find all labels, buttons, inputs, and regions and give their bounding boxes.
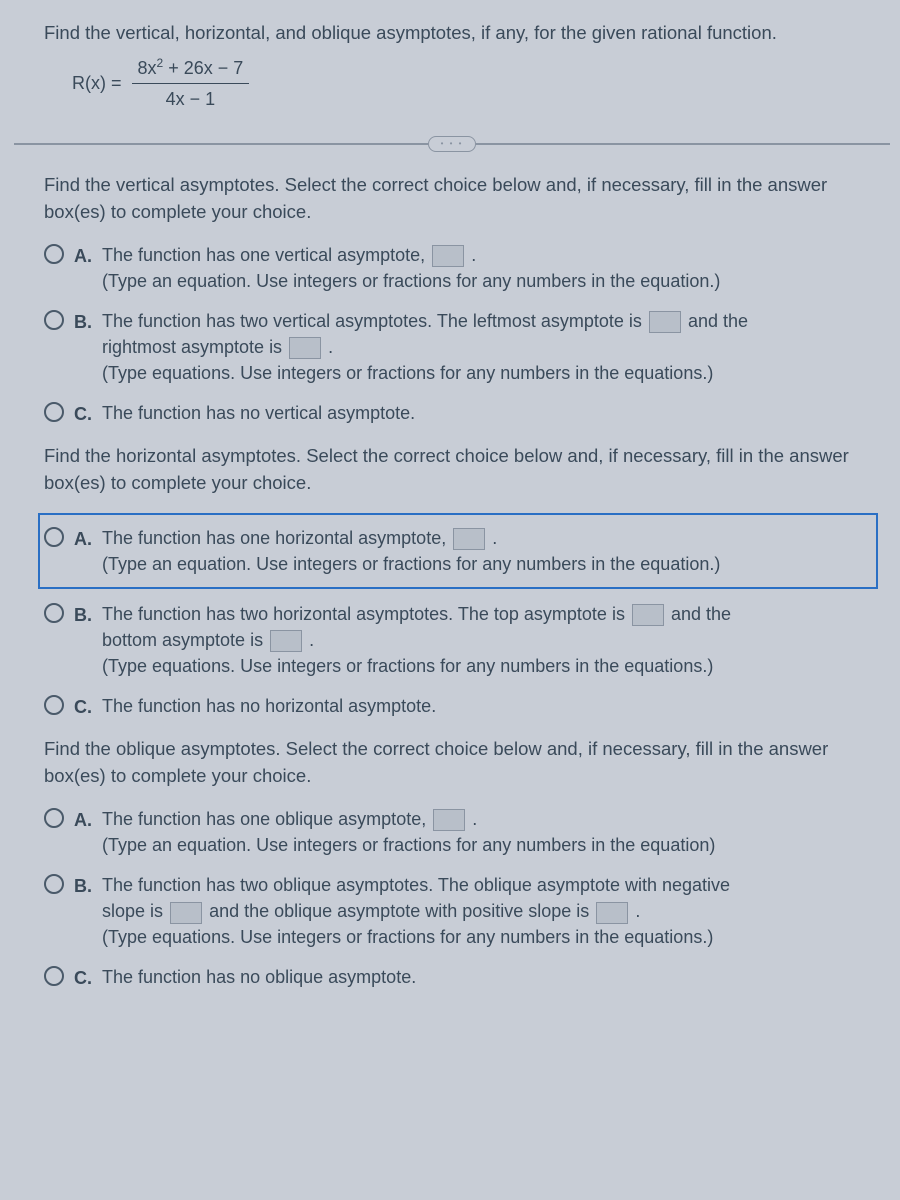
hint-text: (Type equations. Use integers or fractio… (102, 360, 870, 386)
answer-blank[interactable] (270, 630, 302, 652)
formula: R(x) = 8x2 + 26x − 7 4x − 1 (14, 49, 890, 130)
denominator: 4x − 1 (160, 84, 222, 112)
answer-blank[interactable] (596, 902, 628, 924)
ellipsis-pill[interactable]: • • • (428, 136, 476, 152)
oblique-choice-c[interactable]: C. The function has no oblique asymptote… (44, 964, 890, 991)
formula-fraction: 8x2 + 26x − 7 4x − 1 (132, 55, 250, 112)
oblique-prompt: Find the oblique asymptotes. Select the … (14, 734, 890, 806)
answer-blank[interactable] (289, 337, 321, 359)
problem-statement: Find the vertical, horizontal, and obliq… (14, 14, 890, 49)
radio-icon[interactable] (44, 966, 64, 986)
horizontal-choices: A. The function has one horizontal asymp… (14, 513, 890, 721)
vertical-choices: A. The function has one vertical asympto… (14, 242, 890, 428)
vertical-choice-a[interactable]: A. The function has one vertical asympto… (44, 242, 890, 294)
oblique-choices: A. The function has one oblique asymptot… (14, 806, 890, 992)
answer-blank[interactable] (649, 311, 681, 333)
choice-letter: A. (74, 243, 102, 269)
answer-blank[interactable] (432, 245, 464, 267)
radio-icon[interactable] (44, 244, 64, 264)
vertical-choice-c[interactable]: C. The function has no vertical asymptot… (44, 400, 890, 427)
horizontal-choice-c[interactable]: C. The function has no horizontal asympt… (44, 693, 890, 720)
oblique-choice-a[interactable]: A. The function has one oblique asymptot… (44, 806, 890, 858)
horizontal-choice-a[interactable]: A. The function has one horizontal asymp… (38, 513, 878, 589)
radio-icon[interactable] (44, 874, 64, 894)
radio-icon[interactable] (44, 808, 64, 828)
choice-letter: B. (74, 309, 102, 335)
radio-icon[interactable] (44, 603, 64, 623)
choice-letter: C. (74, 401, 102, 427)
hint-text: (Type an equation. Use integers or fract… (102, 268, 870, 294)
choice-letter: B. (74, 602, 102, 628)
vertical-choice-b[interactable]: B. The function has two vertical asympto… (44, 308, 890, 386)
hint-text: (Type an equation. Use integers or fract… (102, 551, 848, 577)
answer-blank[interactable] (433, 809, 465, 831)
radio-icon[interactable] (44, 310, 64, 330)
radio-icon[interactable] (44, 527, 64, 547)
oblique-choice-b[interactable]: B. The function has two oblique asymptot… (44, 872, 890, 950)
hint-text: (Type equations. Use integers or fractio… (102, 924, 870, 950)
answer-blank[interactable] (453, 528, 485, 550)
numerator: 8x2 + 26x − 7 (132, 55, 250, 84)
hint-text: (Type an equation. Use integers or fract… (102, 832, 870, 858)
horizontal-prompt: Find the horizontal asymptotes. Select t… (14, 441, 890, 513)
radio-icon[interactable] (44, 402, 64, 422)
choice-letter: C. (74, 965, 102, 991)
section-divider: • • • (14, 136, 890, 152)
choice-letter: A. (74, 526, 102, 552)
quiz-page: Find the vertical, horizontal, and obliq… (14, 14, 890, 992)
answer-blank[interactable] (632, 604, 664, 626)
answer-blank[interactable] (170, 902, 202, 924)
choice-letter: A. (74, 807, 102, 833)
radio-icon[interactable] (44, 695, 64, 715)
horizontal-choice-b[interactable]: B. The function has two horizontal asymp… (44, 601, 890, 679)
vertical-prompt: Find the vertical asymptotes. Select the… (14, 170, 890, 242)
formula-lhs: R(x) = (72, 70, 122, 96)
choice-letter: C. (74, 694, 102, 720)
choice-letter: B. (74, 873, 102, 899)
hint-text: (Type equations. Use integers or fractio… (102, 653, 870, 679)
